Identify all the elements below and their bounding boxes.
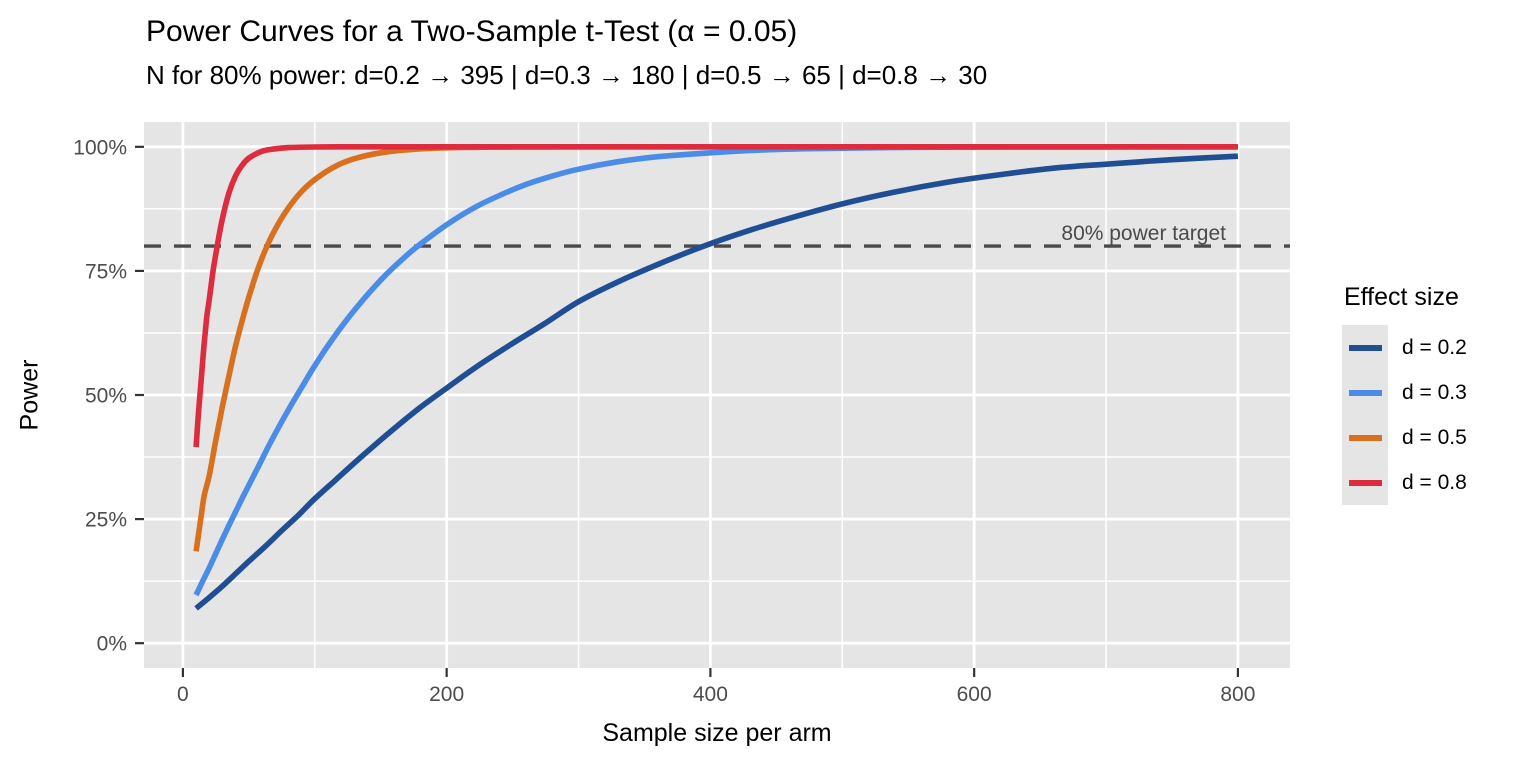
chart-title: Power Curves for a Two-Sample t-Test (α … <box>146 15 798 48</box>
legend-line-swatch <box>1348 434 1382 441</box>
legend-item-label: d = 0.5 <box>1402 425 1467 449</box>
legend-line-swatch <box>1348 344 1382 351</box>
x-axis-title: Sample size per arm <box>602 719 832 747</box>
legend-line-swatch <box>1348 389 1382 396</box>
x-tick-label: 400 <box>693 683 728 706</box>
y-tick-label: 75% <box>85 260 127 283</box>
legend-key <box>1342 325 1388 370</box>
legend-item-label: d = 0.8 <box>1402 470 1467 494</box>
y-tick-label: 100% <box>73 136 127 159</box>
y-tick-label: 50% <box>85 385 127 408</box>
legend-item: d = 0.3 <box>1342 370 1467 415</box>
y-tick-label: 0% <box>97 633 127 656</box>
x-tick-label: 200 <box>429 683 464 706</box>
legend-item: d = 0.5 <box>1342 415 1467 460</box>
legend-item-label: d = 0.3 <box>1402 380 1467 404</box>
power-curve-d0.2 <box>194 153 1239 611</box>
legend-title: Effect size <box>1344 283 1459 311</box>
x-tick-label: 0 <box>177 683 189 706</box>
y-axis-title: Power <box>15 359 44 431</box>
x-tick-label: 800 <box>1220 683 1255 706</box>
legend-line-swatch <box>1348 479 1382 486</box>
legend-items: d = 0.2 d = 0.3 d = 0.5 d = 0.8 <box>1342 325 1467 505</box>
legend-key <box>1342 460 1388 505</box>
chart-subtitle: N for 80% power: d=0.2 → 395 | d=0.3 → 1… <box>146 60 988 90</box>
legend: Effect size d = 0.2 d = 0.3 d = 0.5 d = 0.8 <box>1342 283 1467 505</box>
y-tick-label: 25% <box>85 509 127 532</box>
legend-key <box>1342 415 1388 460</box>
target-line-label: 80% power target <box>1061 222 1226 245</box>
legend-item-label: d = 0.2 <box>1402 335 1467 359</box>
legend-item: d = 0.8 <box>1342 460 1467 505</box>
x-tick-label: 600 <box>957 683 992 706</box>
power-curve-d0.8 <box>193 143 1238 448</box>
legend-key <box>1342 370 1388 415</box>
legend-item: d = 0.2 <box>1342 325 1467 370</box>
